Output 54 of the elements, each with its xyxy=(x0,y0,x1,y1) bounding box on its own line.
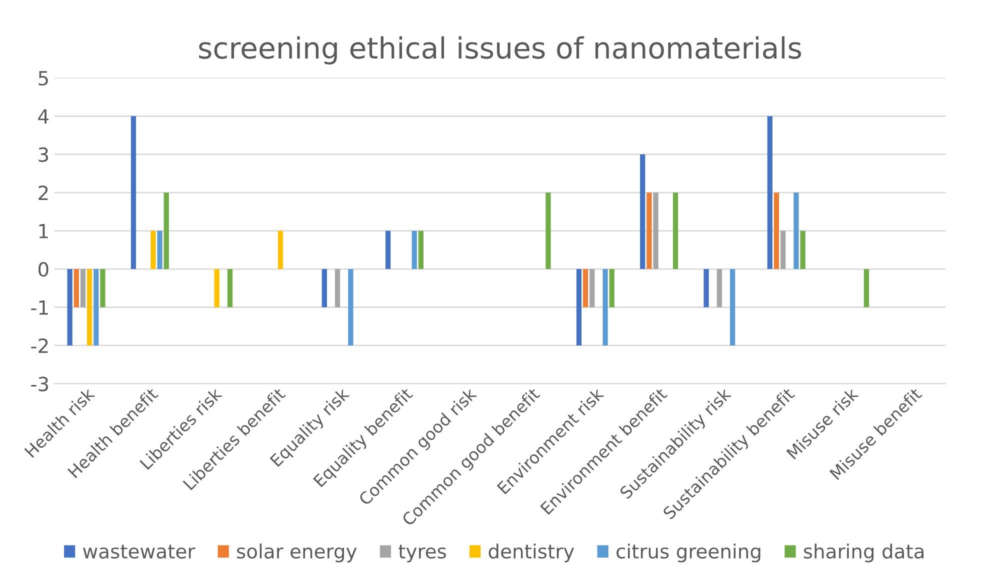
bar xyxy=(546,192,551,270)
bar xyxy=(864,269,869,308)
legend-label: solar energy xyxy=(237,544,357,562)
bar xyxy=(609,269,614,308)
bar xyxy=(150,230,156,270)
bar xyxy=(67,269,72,346)
bar xyxy=(385,230,391,270)
bar xyxy=(576,269,582,346)
y-tick-label: 2 xyxy=(38,186,48,200)
bar xyxy=(74,269,79,308)
bar xyxy=(767,116,772,270)
y-tick-label: 4 xyxy=(38,109,48,124)
legend-label: citrus greening xyxy=(616,544,760,562)
bar xyxy=(602,269,608,346)
bar xyxy=(800,230,806,270)
y-tick-label: -1 xyxy=(31,300,48,315)
bar xyxy=(164,192,169,270)
y-tick-label: 0 xyxy=(38,262,48,277)
legend-label: tyres xyxy=(398,544,446,562)
y-tick-label: 5 xyxy=(38,71,48,86)
bar xyxy=(716,269,722,308)
bar xyxy=(412,230,417,270)
bar xyxy=(590,269,595,308)
bar xyxy=(100,269,106,308)
y-tick-label: -3 xyxy=(31,376,48,392)
bar xyxy=(794,192,799,270)
bar xyxy=(418,230,424,270)
bar xyxy=(774,192,780,270)
bar xyxy=(780,230,786,270)
y-tick-label: 1 xyxy=(39,224,48,238)
bar xyxy=(582,269,588,308)
bar xyxy=(640,154,646,270)
bar xyxy=(86,269,92,346)
bar xyxy=(130,116,136,270)
legend-label: dentistry xyxy=(488,544,574,562)
bar xyxy=(157,230,162,270)
y-tick-label: -2 xyxy=(31,338,48,353)
bar xyxy=(278,230,284,270)
legend-label: sharing data xyxy=(804,544,924,562)
bar xyxy=(646,192,652,270)
bar xyxy=(653,192,658,270)
bar xyxy=(322,269,327,308)
bar xyxy=(704,269,709,308)
y-tick-label: 3 xyxy=(38,147,48,162)
bar xyxy=(672,192,678,270)
legend-label: wastewater xyxy=(83,544,196,559)
bar xyxy=(94,269,99,346)
bar xyxy=(334,269,340,308)
bar xyxy=(80,269,86,308)
bar xyxy=(214,269,220,308)
bar xyxy=(227,269,233,308)
bar xyxy=(348,269,354,346)
chart-title: screening ethical issues of nanomaterials xyxy=(199,36,802,65)
bar xyxy=(730,269,736,346)
